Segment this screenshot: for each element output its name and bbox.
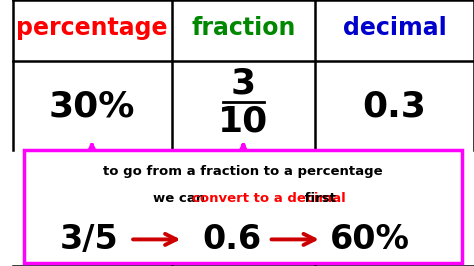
Text: 0.6: 0.6 — [202, 223, 261, 256]
Text: 3: 3 — [231, 67, 256, 101]
Text: first: first — [301, 192, 337, 205]
Text: 10: 10 — [218, 104, 268, 138]
Text: to go from a fraction to a percentage: to go from a fraction to a percentage — [103, 165, 383, 178]
Text: 30%: 30% — [49, 89, 135, 123]
Text: 3/5: 3/5 — [59, 223, 118, 256]
Text: decimal: decimal — [343, 16, 447, 40]
Text: convert to a decimal: convert to a decimal — [191, 192, 345, 205]
Text: 0.3: 0.3 — [363, 89, 427, 123]
Text: 60%: 60% — [330, 223, 410, 256]
Text: we can: we can — [154, 192, 210, 205]
FancyBboxPatch shape — [24, 150, 463, 263]
Text: fraction: fraction — [191, 16, 295, 40]
Text: percentage: percentage — [16, 16, 168, 40]
